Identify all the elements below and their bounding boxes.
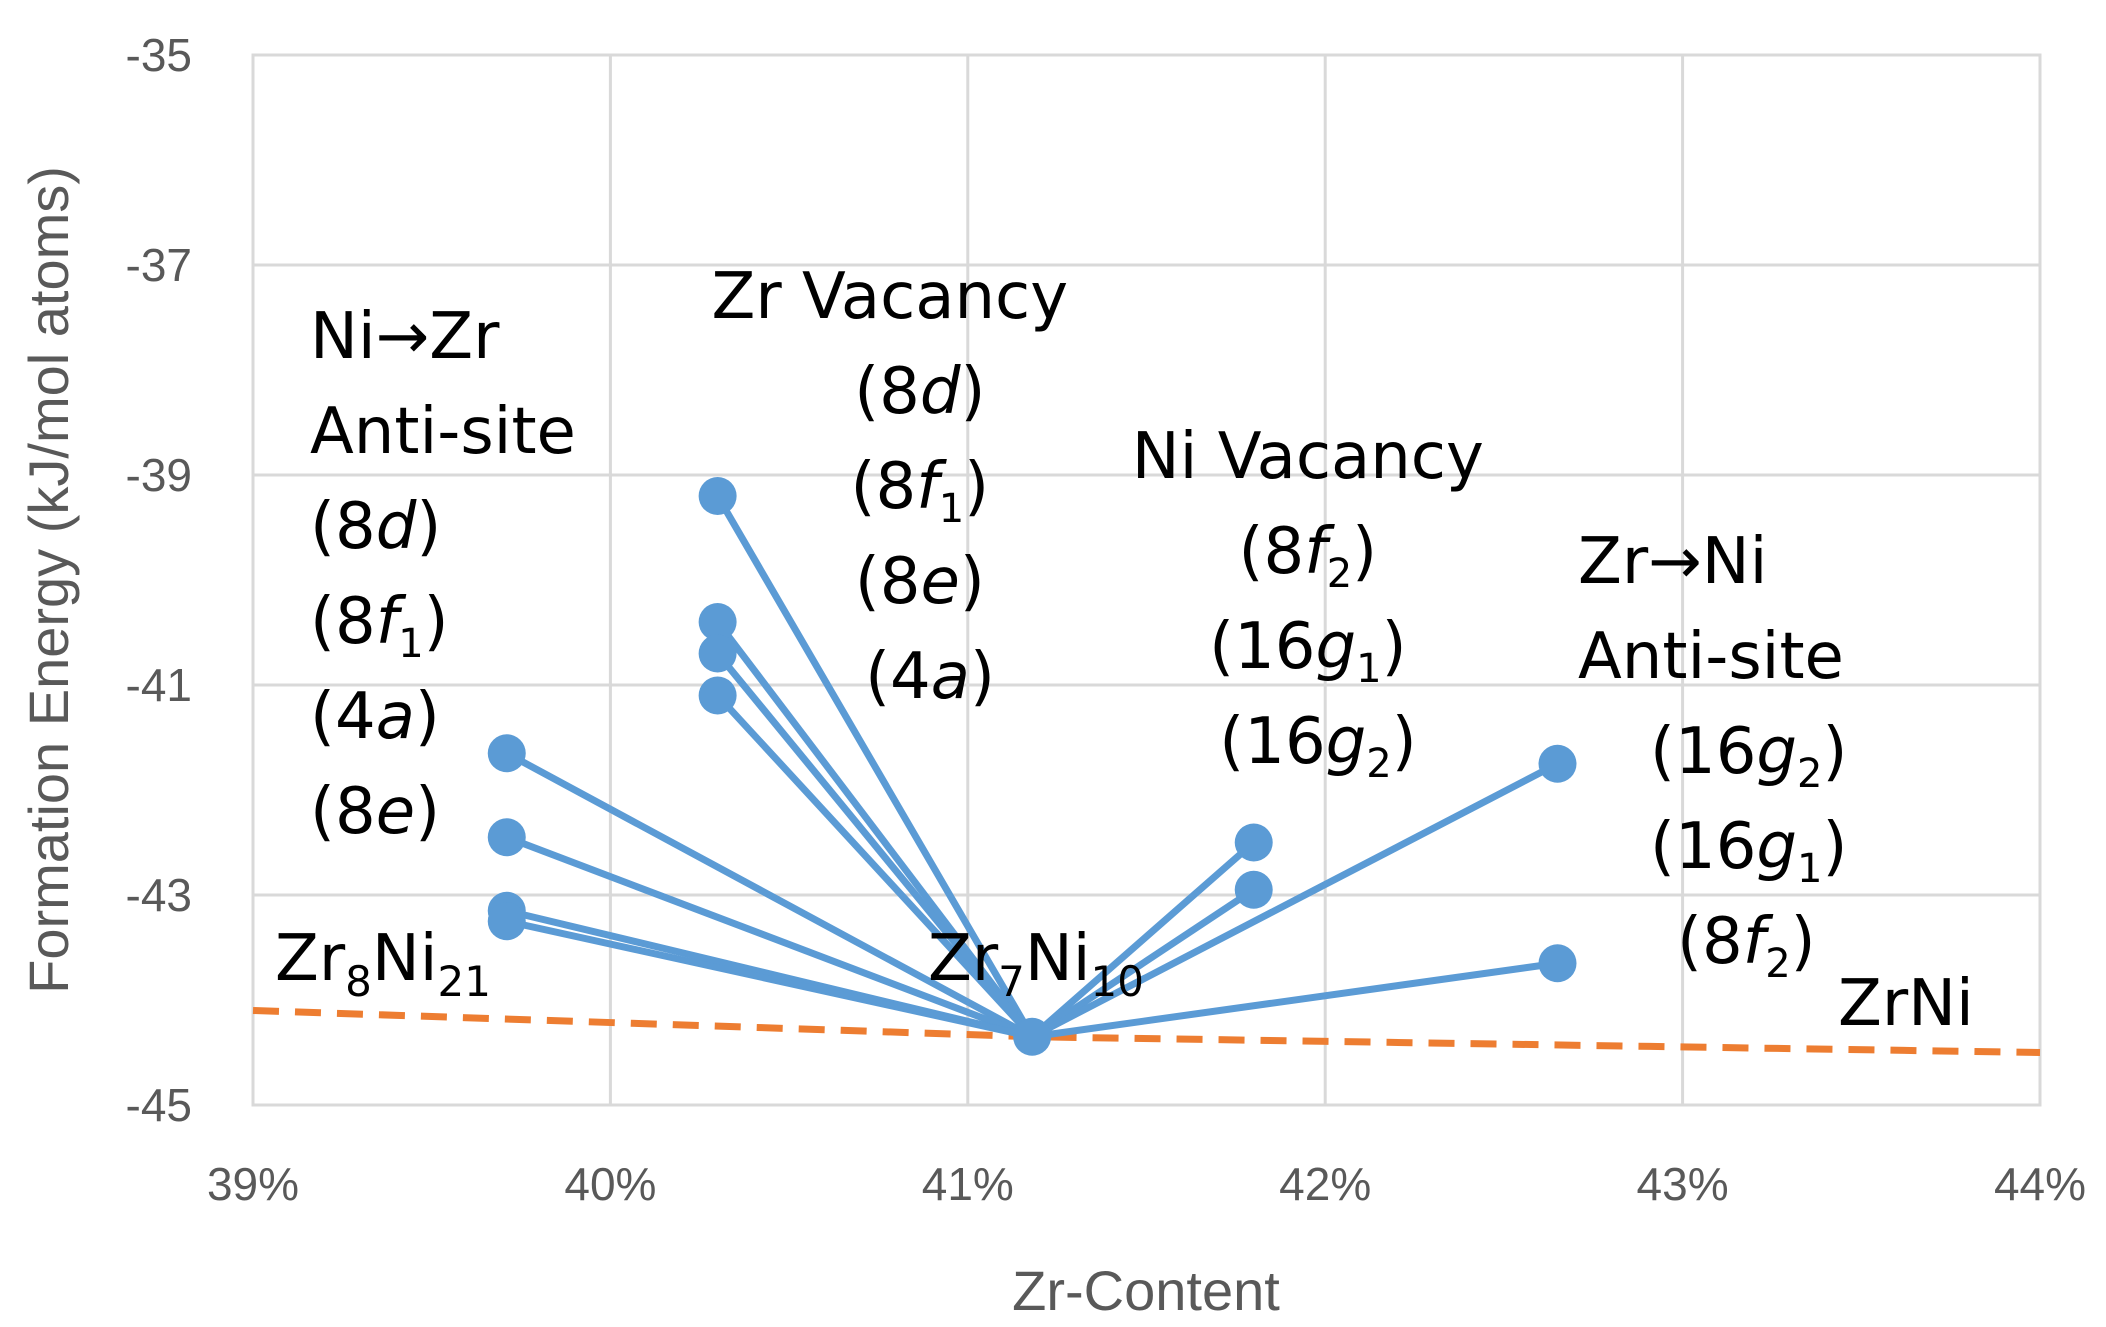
defect-point [698,603,737,641]
tick-labels: -35 -37 -39 -41 -43 -45 39% 40% 41% 42% 43% 44% [126,29,2087,1210]
zrni-title: Zr→Ni [1578,525,1767,599]
zrni-subtitle: Anti-site [1578,620,1844,694]
defect-point [487,734,526,773]
y-tick-label: -37 [126,239,192,291]
defect-line [715,693,1035,1040]
defect-line [714,494,1036,1039]
defect-line [714,651,1035,1039]
defect-point [1538,944,1577,983]
y-tick-label: -43 [126,869,192,921]
zrvac-site-4a: (4a) [865,640,995,714]
y-tick-label: -41 [126,659,192,711]
y-axis-title: Formation Energy (kJ/mol atoms) [17,166,80,994]
hull-line [252,1007,2041,1056]
defect-points [487,477,1577,1056]
nizr-site-8d: (8d) [310,490,441,564]
defect-point [698,477,737,515]
defect-line [505,833,1034,1041]
nizr-subtitle: Anti-site [310,395,576,469]
label-zr7ni10: Zr7Ni10 [928,922,1144,1006]
plot-frame [251,53,2042,1107]
defect-lines [505,494,1560,1041]
x-tick-label: 42% [1279,1158,1371,1210]
defect-point [698,676,737,715]
annotation-ni-vacancy: Ni Vacancy (8f2) (16g1) (16g2) [1132,420,1504,787]
nivac-title: Ni Vacancy [1132,420,1484,494]
zrvac-site-8d: (8d) [854,355,985,429]
nizr-site-8e: (8e) [310,775,440,849]
x-tick-label: 41% [922,1158,1014,1210]
defect-point [487,818,526,857]
label-zr8ni21: Zr8Ni21 [275,922,491,1006]
defect-line [1030,760,1560,1040]
x-tick-label: 40% [564,1158,656,1210]
nivac-site-16g2: (16g2) [1219,705,1416,787]
nizr-site-8f1: (8f1) [310,585,449,667]
defect-line [1031,959,1558,1041]
annotation-nizr-antisite: Ni→Zr Anti-site (8d) (8f1) (4a) (8e) [310,300,596,849]
y-tick-label: -45 [126,1079,192,1131]
y-tick-label: -35 [126,29,192,81]
defect-line [1030,886,1256,1040]
y-tick-label: -39 [126,449,192,501]
x-tick-label: 43% [1637,1158,1729,1210]
zr7ni10-point [1013,1017,1052,1056]
label-zrni: ZrNi [1838,967,1974,1041]
defect-line [505,750,1034,1040]
defect-point [1234,823,1273,862]
zrni-site-8f2: (8f2) [1677,905,1816,987]
x-axis-title: Zr-Content [1012,1259,1280,1322]
defect-point [487,902,526,941]
defect-line [1029,839,1257,1040]
defect-line [506,917,1033,1041]
annotation-zr-vacancy: Zr Vacancy (8d) (8f1) (8e) (4a) [712,260,1089,714]
x-tick-label: 39% [207,1158,299,1210]
nivac-site-16g1: (16g1) [1209,610,1406,692]
nivac-site-8f2: (8f2) [1239,515,1378,597]
zrvac-site-8f1: (8f1) [851,450,990,532]
zrni-site-16g2: (16g2) [1650,715,1847,797]
convex-hull [252,1007,2041,1056]
x-tick-label: 44% [1994,1158,2086,1210]
zrvac-title: Zr Vacancy [712,260,1069,334]
annotation-zrni-antisite: Zr→Ni Anti-site (16g2) (16g1) (8f2) [1578,525,1868,987]
zrni-site-16g1: (16g1) [1650,810,1847,892]
nizr-site-4a: (4a) [310,680,440,754]
defect-point [1234,870,1273,909]
nizr-title: Ni→Zr [310,300,500,374]
defect-point [1538,744,1577,783]
defect-point [698,634,737,673]
zrvac-site-8e: (8e) [855,545,985,619]
